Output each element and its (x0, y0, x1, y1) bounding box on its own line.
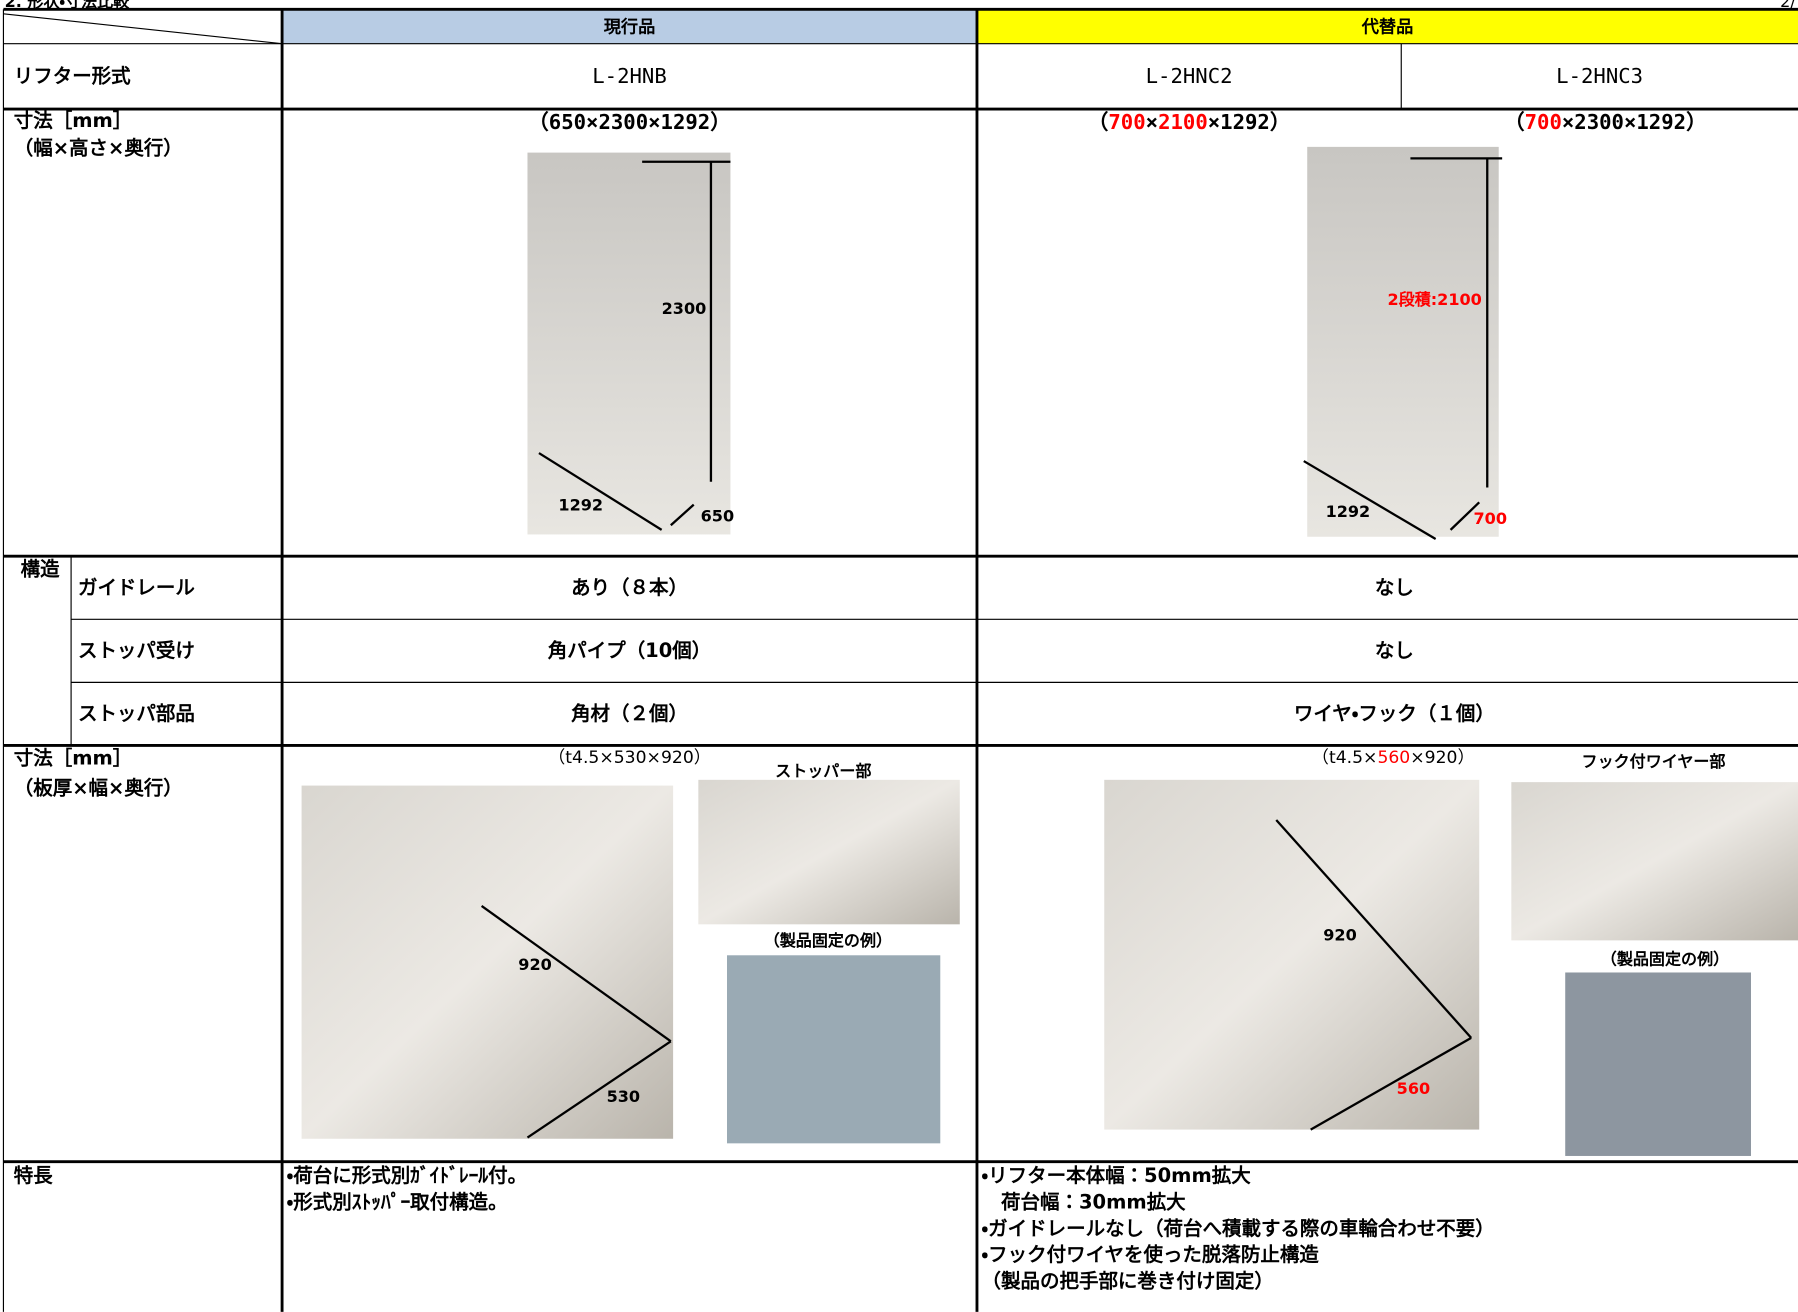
text-segment: 2100 (1158, 110, 1208, 134)
features: ・荷台に形式別ｶﾞｲﾄﾞﾚｰﾙ付。・形式別ｽﾄｯﾊﾟｰ取付構造。 ・リフター本体幅… (287, 1164, 1495, 1292)
photo-label: 2300 (662, 299, 707, 318)
photo-label: 700 (1473, 509, 1507, 528)
feature-line: ・ガイドレールなし（荷台へ積載する際の車輪合わせ不要） (982, 1217, 1495, 1240)
table-grid (2, 7, 1798, 1312)
photo-caption: （製品固定の例） (1601, 949, 1729, 968)
dim-line (480, 905, 672, 1043)
photo-label: 1292 (558, 495, 603, 514)
feature-line: （製品の把手部に巻き付け固定） (982, 1270, 1274, 1293)
text-segment: ×920） (1410, 748, 1474, 768)
text-segment: 700 (1108, 110, 1145, 134)
row-label: 寸法［mm］ (14, 747, 133, 770)
feature-line: 荷台幅：30mm拡大 (982, 1190, 1187, 1213)
dim-line (1303, 460, 1437, 541)
column-header: 代替品 (1361, 17, 1414, 38)
photo-label: 1292 (1326, 502, 1371, 521)
text-segment: （t4.5×530×920） (548, 748, 711, 768)
feature-line: ・フック付ワイヤを使った脱落防止構造 (982, 1243, 1320, 1266)
model: L-2HNC3 (1556, 64, 1643, 88)
row-label: （板厚×幅×奥行） (14, 777, 183, 800)
replacement-header-bg (976, 9, 1798, 44)
dim-line (670, 503, 695, 527)
feature-line: ・リフター本体幅：50mm拡大 (982, 1164, 1252, 1187)
dimension-value: （700×2100×1292） (1088, 110, 1291, 134)
photo-caption: ストッパー部 (775, 761, 871, 780)
photo (726, 955, 941, 1144)
text-segment: × (1146, 110, 1158, 134)
feature-line: ・形式別ｽﾄｯﾊﾟｰ取付構造。 (287, 1190, 508, 1213)
photo (1104, 779, 1480, 1130)
row-label: ストッパ受け (78, 639, 195, 662)
photo (301, 785, 674, 1139)
column-header: 現行品 (604, 17, 656, 38)
text-segment: 560 (1377, 748, 1410, 768)
text-segment: （ (1504, 110, 1525, 134)
row-label: 寸法［mm］ (14, 109, 133, 132)
row-label: 特長 (14, 1164, 53, 1187)
text-segment: 700 (1525, 110, 1562, 134)
cell-value: なし (1375, 576, 1414, 599)
photo (1307, 146, 1499, 537)
model: L-2HNC2 (1146, 64, 1233, 88)
photo (1565, 972, 1751, 1156)
photo-label: 650 (701, 507, 735, 526)
page-number: 2/ (1780, 0, 1796, 11)
row-label: 構造 (21, 557, 60, 580)
cell-value: 角材（２個） (571, 702, 688, 725)
text-segment: （650×2300×1292） (528, 110, 731, 134)
text-segment: （t4.5× (1312, 748, 1378, 768)
photo (1511, 782, 1798, 941)
photo-caption: （製品固定の例） (764, 931, 892, 950)
page-title: 2. 形状・寸法比較 (5, 0, 131, 11)
diagonal (3, 13, 283, 45)
photo (698, 779, 960, 925)
text-segment: ×2300×1292） (1562, 110, 1707, 134)
dimension-value: （t4.5×530×920） (548, 748, 711, 768)
photos (301, 146, 1798, 1156)
photo-label: 920 (1323, 925, 1357, 944)
dim-line (1449, 501, 1481, 531)
dimension-value: （t4.5×560×920） (1312, 748, 1475, 768)
photo (527, 152, 731, 535)
dimension-value: （700×2300×1292） (1504, 110, 1707, 134)
text-segment: （ (1088, 110, 1109, 134)
dim-line (526, 1040, 672, 1139)
dim-line (538, 452, 663, 531)
row-label: リフター形式 (14, 64, 131, 87)
dim-line (1310, 1036, 1472, 1131)
current-header-bg (282, 9, 977, 44)
dim-line (1275, 819, 1473, 1039)
model: L-2HNB (592, 64, 667, 88)
photo-label: 2段積:2100 (1387, 290, 1481, 309)
cell-value: なし (1375, 639, 1414, 662)
cell-value: ワイヤ・フック（１個） (1294, 702, 1495, 725)
photo-caption: フック付ワイヤー部 (1582, 752, 1726, 771)
feature-line: ・荷台に形式別ｶﾞｲﾄﾞﾚｰﾙ付。 (287, 1164, 527, 1187)
cell-value: あり（８本） (571, 576, 688, 599)
cell-value: 角パイプ（10個） (548, 639, 712, 662)
row-label: （幅×高さ×奥行） (14, 137, 183, 160)
text-segment: ×1292） (1208, 110, 1291, 134)
row-label: ストッパ部品 (78, 702, 195, 725)
photo-label: 530 (607, 1087, 641, 1106)
photo-label: 560 (1397, 1079, 1431, 1098)
row-label: ガイドレール (78, 576, 195, 599)
photo-label: 920 (518, 955, 552, 974)
dimension-value: （650×2300×1292） (528, 110, 731, 134)
